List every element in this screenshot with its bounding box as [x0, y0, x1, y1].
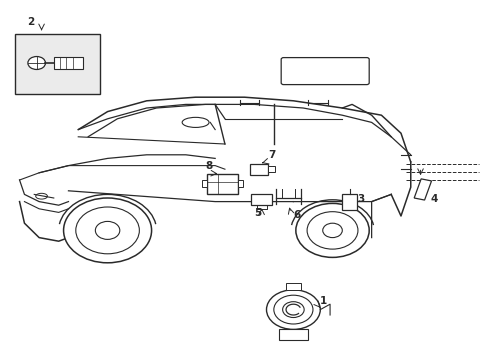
Text: 7: 7	[267, 150, 275, 161]
Circle shape	[28, 57, 45, 69]
Bar	[249, 164, 268, 175]
Bar	[413, 179, 430, 200]
Bar	[341, 194, 357, 210]
Text: 2: 2	[27, 17, 34, 27]
Bar	[15, 34, 100, 94]
Circle shape	[95, 221, 120, 239]
Text: 1: 1	[320, 296, 327, 306]
Bar	[206, 174, 238, 194]
Bar	[202, 180, 206, 187]
Circle shape	[322, 223, 342, 238]
Bar	[268, 166, 275, 172]
Circle shape	[63, 198, 151, 263]
Bar	[285, 283, 300, 290]
Bar	[250, 194, 272, 205]
Circle shape	[266, 290, 320, 329]
Text: 8: 8	[205, 161, 212, 171]
Bar	[238, 180, 243, 187]
Polygon shape	[20, 97, 410, 241]
Text: 4: 4	[429, 194, 437, 204]
Text: 3: 3	[356, 194, 364, 204]
Ellipse shape	[182, 117, 209, 127]
Circle shape	[295, 203, 368, 257]
Text: 6: 6	[293, 210, 300, 220]
Text: 5: 5	[254, 208, 261, 218]
Bar	[54, 57, 83, 69]
Bar	[278, 329, 307, 340]
